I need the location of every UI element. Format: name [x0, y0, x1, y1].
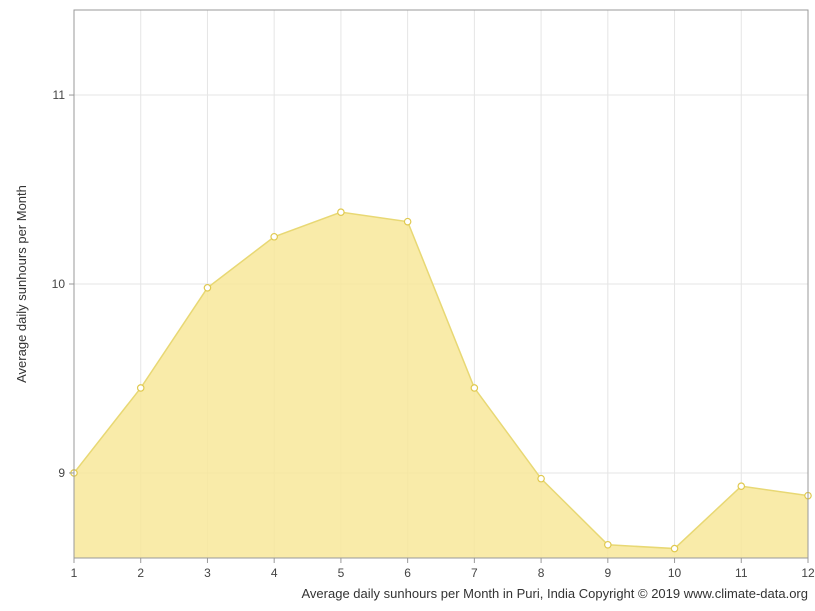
- x-tick-label: 9: [604, 566, 611, 580]
- data-marker: [538, 475, 544, 481]
- data-marker: [738, 483, 744, 489]
- x-axis-caption: Average daily sunhours per Month in Puri…: [302, 586, 809, 601]
- x-tick-label: 3: [204, 566, 211, 580]
- x-tick-label: 12: [801, 566, 815, 580]
- x-tick-label: 2: [137, 566, 144, 580]
- data-marker: [271, 234, 277, 240]
- area-chart: 12345678910111291011Average daily sunhou…: [0, 0, 815, 611]
- data-marker: [671, 545, 677, 551]
- data-marker: [605, 542, 611, 548]
- x-tick-label: 4: [271, 566, 278, 580]
- y-tick-label: 9: [58, 466, 65, 480]
- x-tick-label: 6: [404, 566, 411, 580]
- x-tick-label: 5: [338, 566, 345, 580]
- data-marker: [404, 218, 410, 224]
- y-axis-title: Average daily sunhours per Month: [14, 185, 29, 383]
- data-marker: [338, 209, 344, 215]
- y-tick-label: 11: [53, 88, 66, 102]
- x-tick-label: 10: [668, 566, 682, 580]
- data-marker: [204, 285, 210, 291]
- data-marker: [471, 385, 477, 391]
- data-marker: [138, 385, 144, 391]
- x-tick-label: 7: [471, 566, 478, 580]
- y-tick-label: 10: [52, 277, 66, 291]
- x-tick-label: 8: [538, 566, 545, 580]
- x-tick-label: 1: [71, 566, 78, 580]
- x-tick-label: 11: [735, 566, 748, 580]
- chart-container: 12345678910111291011Average daily sunhou…: [0, 0, 815, 611]
